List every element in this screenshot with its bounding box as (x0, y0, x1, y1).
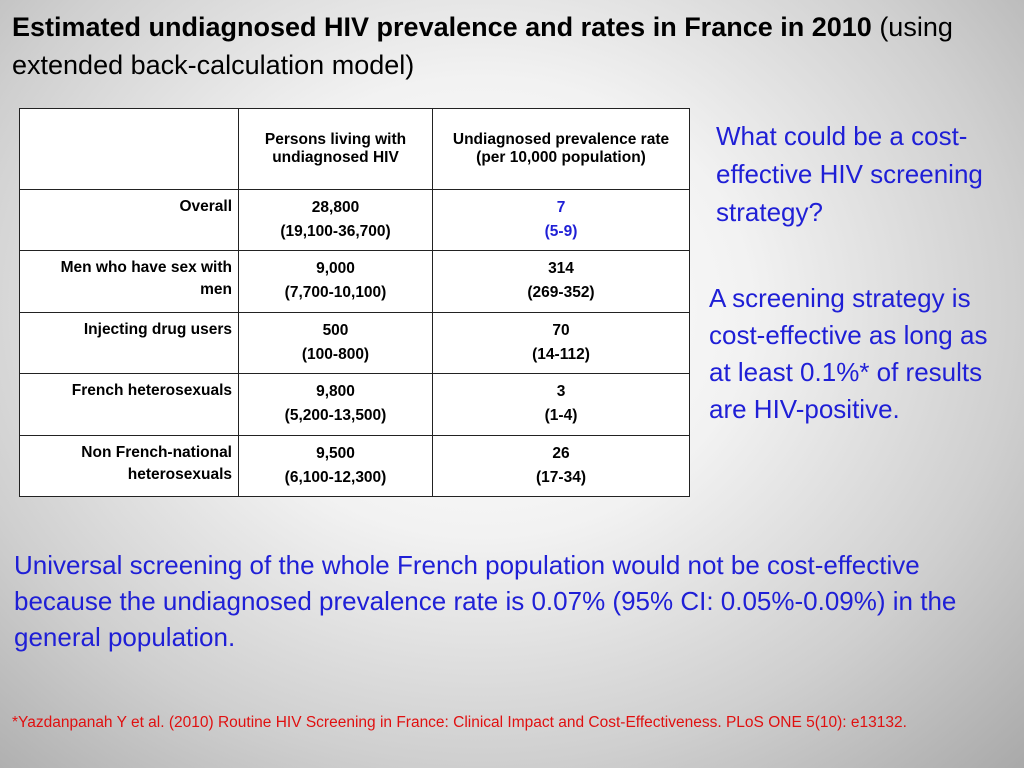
persons-cell: 9,000 (7,700-10,100) (238, 250, 433, 313)
rate-range: (269-352) (527, 284, 595, 302)
slide-title-subtitle: (using extended back-calculation model) (12, 12, 953, 80)
rate-range: (1-4) (544, 407, 578, 425)
persons-cell: 28,800 (19,100-36,700) (238, 188, 433, 252)
table-header-row: Persons living with undiagnosed HIV Undi… (19, 108, 690, 190)
rate-cell: 26 (17-34) (432, 434, 690, 498)
persons-range: (6,100-12,300) (284, 468, 387, 486)
rate-cell: 314 (269-352) (432, 250, 690, 313)
side-question: What could be a cost-effective HIV scree… (716, 121, 983, 227)
rate-value: 70 (552, 321, 570, 339)
table-header-persons: Persons living with undiagnosed HIV (238, 108, 433, 190)
row-label: Men who have sex with men (19, 250, 239, 313)
persons-value: 9,000 (316, 260, 355, 278)
row-label: French heterosexuals (19, 373, 239, 436)
rate-range: (14-112) (532, 345, 590, 363)
footnote-citation: *Yazdanpanah Y et al. (2010) Routine HIV… (12, 714, 907, 731)
persons-cell: 9,500 (6,100-12,300) (238, 434, 433, 498)
row-label: Overall (19, 188, 239, 252)
persons-value: 500 (322, 321, 349, 339)
prevalence-table-container: Persons living with undiagnosed HIV Undi… (19, 108, 690, 498)
table-header-corner (19, 108, 239, 190)
table-row: French heterosexuals 9,800 (5,200-13,500… (19, 373, 690, 436)
table-row: Non French-national heterosexuals 9,500 … (19, 434, 690, 498)
rate-value: 7 (556, 199, 566, 216)
persons-value: 28,800 (311, 199, 360, 216)
table-row: Men who have sex with men 9,000 (7,700-1… (19, 250, 690, 313)
slide-title-main: Estimated undiagnosed HIV prevalence and… (12, 12, 872, 42)
persons-range: (5,200-13,500) (284, 407, 387, 425)
persons-range: (100-800) (301, 345, 370, 363)
rate-value: 26 (552, 444, 570, 462)
side-answer: A screening strategy is cost-effective a… (709, 283, 988, 424)
rate-value: 3 (556, 383, 566, 401)
persons-value: 9,800 (316, 383, 355, 401)
row-label: Non French-national heterosexuals (19, 434, 239, 498)
table-row: Overall 28,800 (19,100-36,700) 7 (5-9) (19, 188, 690, 252)
slide-title: Estimated undiagnosed HIV prevalence and… (12, 8, 1017, 84)
rate-range: (5-9) (544, 223, 578, 240)
persons-cell: 9,800 (5,200-13,500) (238, 373, 433, 436)
rate-cell: 3 (1-4) (432, 373, 690, 436)
persons-cell: 500 (100-800) (238, 311, 433, 375)
persons-value: 9,500 (316, 444, 355, 462)
rate-cell: 70 (14-112) (432, 311, 690, 375)
persons-range: (19,100-36,700) (280, 223, 391, 240)
row-label: Injecting drug users (19, 311, 239, 375)
table-header-rate: Undiagnosed prevalence rate (per 10,000 … (432, 108, 690, 190)
conclusion-text: Universal screening of the whole French … (14, 550, 957, 652)
persons-range: (7,700-10,100) (284, 284, 387, 302)
rate-range: (17-34) (536, 468, 586, 486)
rate-value: 314 (548, 260, 574, 278)
rate-cell: 7 (5-9) (432, 188, 690, 252)
prevalence-table: Persons living with undiagnosed HIV Undi… (19, 108, 690, 498)
table-row: Injecting drug users 500 (100-800) 70 (1… (19, 311, 690, 375)
